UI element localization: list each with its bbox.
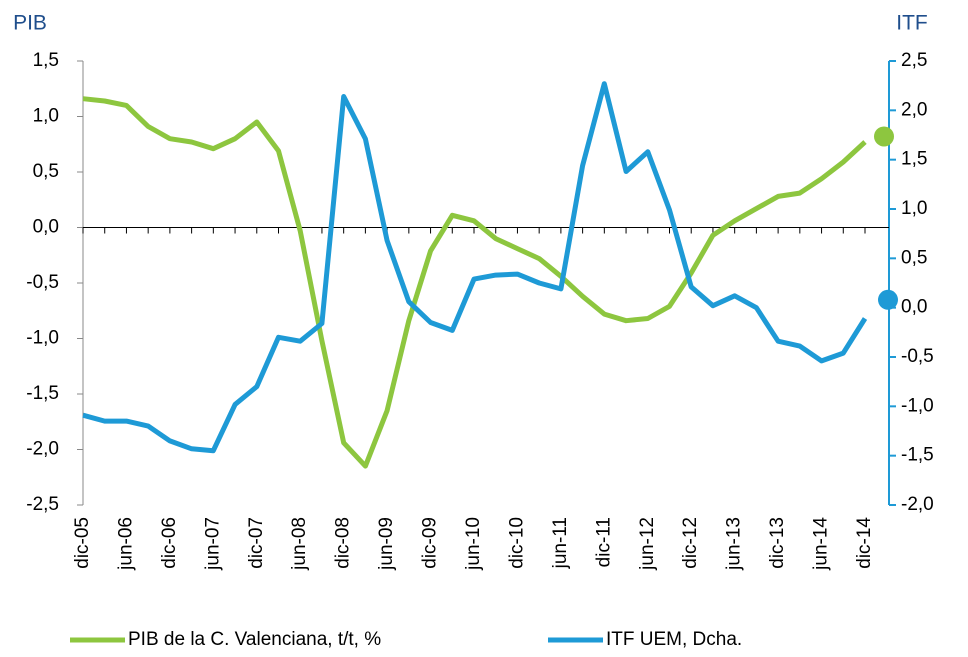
y-tick-label: -1,5 (26, 383, 59, 404)
y2-tick-label: -1,0 (901, 395, 934, 416)
y-tick-label: 1,5 (33, 50, 59, 71)
x-tick-label: jun-11 (550, 517, 571, 569)
end-marker (874, 126, 894, 147)
y-axis-title: PIB (13, 12, 47, 35)
x-tick-label: dic-13 (767, 517, 788, 569)
y-tick-label: 0,5 (33, 161, 59, 182)
y2-axis-title: ITF (896, 12, 928, 35)
y2-tick-label: 2,0 (901, 99, 927, 120)
x-tick-label: jun-13 (724, 517, 745, 571)
x-tick-label: dic-10 (506, 517, 527, 569)
x-tick-label: dic-12 (680, 517, 701, 569)
y2-tick-label: -0,5 (901, 346, 934, 367)
y-tick-label: -2,0 (26, 439, 59, 460)
x-tick-label: jun-06 (115, 517, 136, 571)
legend-label: PIB de la C. Valenciana, t/t, % (128, 629, 381, 650)
x-tick-label: jun-07 (202, 517, 223, 571)
x-tick-label: dic-08 (333, 517, 354, 569)
x-tick-label: dic-05 (72, 517, 93, 569)
x-tick-label: dic-07 (246, 517, 267, 569)
x-tick-label: jun-09 (376, 517, 397, 571)
x-tick-label: jun-12 (637, 517, 658, 571)
x-tick-label: jun-14 (811, 517, 832, 571)
x-tick-label: dic-14 (854, 517, 875, 569)
series-line (82, 96, 867, 469)
y2-tick-label: -1,5 (901, 445, 934, 466)
end-marker (878, 289, 898, 310)
x-tick-label: dic-09 (420, 517, 441, 569)
y2-tick-label: 0,5 (901, 247, 927, 268)
x-tick-label: dic-06 (159, 517, 180, 569)
x-tick-label: jun-10 (463, 517, 484, 571)
series-line (82, 81, 868, 454)
y2-tick-label: 1,5 (901, 149, 927, 170)
legend-label: ITF UEM, Dcha. (606, 629, 742, 650)
y2-tick-label: 2,5 (901, 50, 927, 71)
y2-tick-label: -2,0 (901, 494, 934, 515)
y-tick-label: 1,0 (33, 106, 59, 127)
y2-tick-label: 0,0 (901, 297, 927, 318)
y-tick-label: -2,5 (26, 494, 59, 515)
y-tick-label: -1,0 (26, 328, 59, 349)
x-tick-label: jun-08 (289, 517, 310, 571)
y2-tick-label: 1,0 (901, 198, 927, 219)
x-tick-label: dic-11 (593, 517, 614, 567)
y-tick-label: -0,5 (26, 272, 59, 293)
y-tick-label: 0,0 (33, 217, 59, 238)
